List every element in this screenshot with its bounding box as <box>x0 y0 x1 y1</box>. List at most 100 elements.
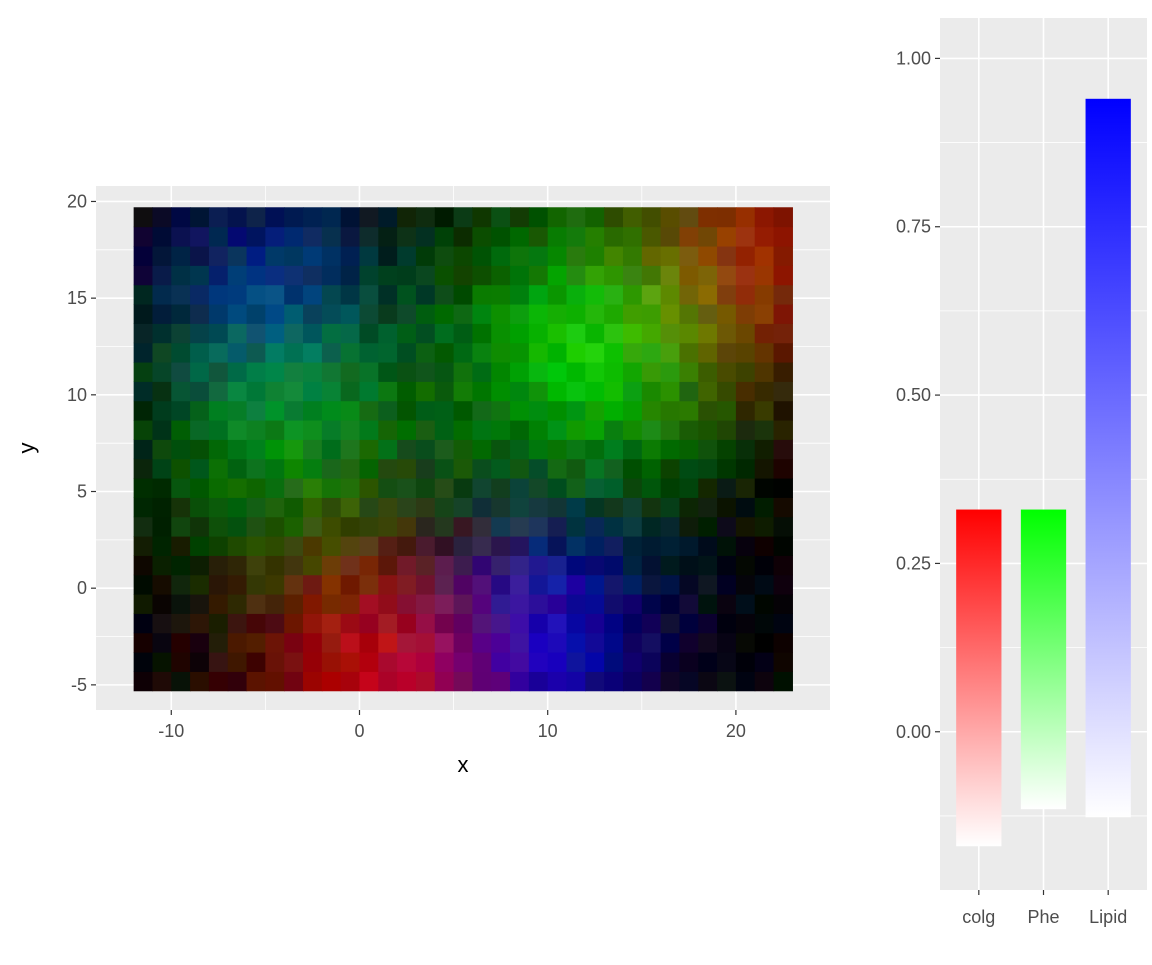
heatmap-cell <box>566 671 586 692</box>
heatmap-cell <box>679 419 699 440</box>
heatmap-cell <box>415 226 436 247</box>
heatmap-cell <box>510 284 530 305</box>
heatmap-cell <box>397 342 417 363</box>
heatmap-cell <box>698 207 718 228</box>
heatmap-cell <box>679 265 699 286</box>
heatmap-cell <box>510 632 530 653</box>
heatmap-cell <box>717 439 737 460</box>
heatmap-cell <box>171 419 191 440</box>
heatmap-cell <box>641 458 662 479</box>
heatmap-cell <box>679 535 699 556</box>
heatmap-cell <box>717 381 737 402</box>
heatmap-cell <box>585 207 605 228</box>
heatmap-cell <box>773 613 793 634</box>
heatmap-cell <box>491 323 511 344</box>
heatmap-cell <box>284 593 304 614</box>
heatmap-cell <box>453 419 474 440</box>
heatmap-cell <box>434 651 455 672</box>
heatmap-cell <box>208 245 229 266</box>
heatmap-cell <box>340 632 361 653</box>
heatmap-cell <box>528 458 549 479</box>
heatmap-cell <box>434 265 455 286</box>
heatmap-cell <box>698 400 718 421</box>
heatmap-cell <box>453 323 474 344</box>
heatmap-cell <box>641 400 662 421</box>
heatmap-cell <box>773 226 793 247</box>
heatmap-cell <box>434 381 455 402</box>
heatmap-cell <box>227 671 248 692</box>
heatmap-cell <box>359 671 379 692</box>
heatmap-cell <box>227 555 248 576</box>
heatmap-cell <box>152 613 172 634</box>
heatmap-cell <box>190 323 210 344</box>
heatmap-cell <box>265 477 285 498</box>
heatmap-cell <box>491 265 511 286</box>
heatmap-cell <box>547 593 568 614</box>
heatmap-cell <box>208 439 229 460</box>
heatmap-cell <box>510 555 530 576</box>
heatmap-cell <box>265 593 285 614</box>
heatmap-cell <box>566 265 586 286</box>
heatmap-cell <box>378 613 398 634</box>
heatmap-cell <box>321 323 342 344</box>
heatmap-cell <box>491 497 511 518</box>
heatmap-cell <box>717 284 737 305</box>
y-tick-label: 0.50 <box>896 385 931 405</box>
heatmap-cell <box>679 555 699 576</box>
heatmap-cell <box>735 477 756 498</box>
heatmap-cell <box>227 516 248 537</box>
heatmap-cell <box>491 651 511 672</box>
heatmap-cell <box>434 497 455 518</box>
heatmap-cell <box>773 207 793 228</box>
heatmap-cell <box>453 265 474 286</box>
heatmap-cell <box>190 477 210 498</box>
heatmap-cell <box>717 323 737 344</box>
heatmap-cell <box>622 458 643 479</box>
heatmap-cell <box>321 400 342 421</box>
heatmap-cell <box>378 671 398 692</box>
heatmap-cell <box>171 613 191 634</box>
heatmap-cell <box>604 265 624 286</box>
heatmap-cell <box>415 516 436 537</box>
heatmap-cell <box>321 207 342 228</box>
heatmap-cell <box>303 439 323 460</box>
heatmap-cell <box>773 361 793 382</box>
heatmap-cell <box>773 419 793 440</box>
heatmap-cell <box>190 361 210 382</box>
heatmap-cell <box>735 632 756 653</box>
heatmap-cell <box>133 593 154 614</box>
heatmap-cell <box>378 361 398 382</box>
heatmap-cell <box>604 593 624 614</box>
bar-colg <box>956 509 1002 847</box>
heatmap-cell <box>171 535 191 556</box>
heatmap-cell <box>190 439 210 460</box>
heatmap-cell <box>528 632 549 653</box>
heatmap-cell <box>641 381 662 402</box>
heatmap-cell <box>303 400 323 421</box>
heatmap-cell <box>171 439 191 460</box>
heatmap-cell <box>547 265 568 286</box>
heatmap-cell <box>303 651 323 672</box>
heatmap-cell <box>566 361 586 382</box>
heatmap-cell <box>528 439 549 460</box>
heatmap-cell <box>434 207 455 228</box>
heatmap-cell <box>604 516 624 537</box>
heatmap-cell <box>415 497 436 518</box>
heatmap-cell <box>510 439 530 460</box>
heatmap-cell <box>133 535 154 556</box>
heatmap-cell <box>491 419 511 440</box>
heatmap-cell <box>641 419 662 440</box>
heatmap-cell <box>698 477 718 498</box>
heatmap-cell <box>321 284 342 305</box>
heatmap-cell <box>171 477 191 498</box>
heatmap-cell <box>453 381 474 402</box>
heatmap-cell <box>735 207 756 228</box>
heatmap-cell <box>698 361 718 382</box>
heatmap-cell <box>378 245 398 266</box>
heatmap-cell <box>453 555 474 576</box>
heatmap-cell <box>265 516 285 537</box>
heatmap-cell <box>641 535 662 556</box>
heatmap-cell <box>265 613 285 634</box>
heatmap-cell <box>152 497 172 518</box>
heatmap-cell <box>528 535 549 556</box>
